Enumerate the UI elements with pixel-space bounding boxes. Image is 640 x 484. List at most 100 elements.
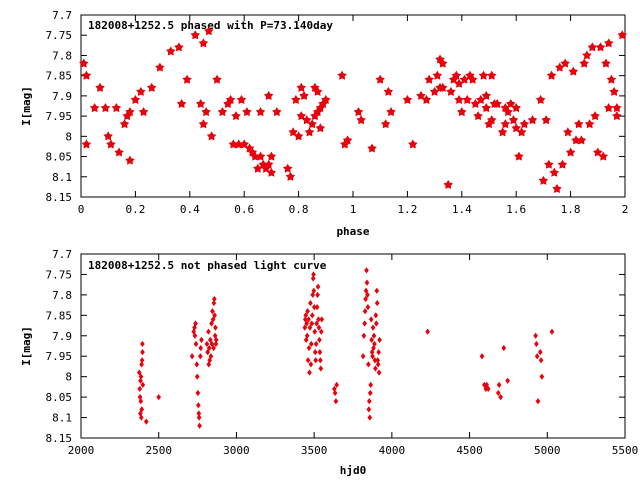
data-point bbox=[194, 361, 200, 368]
data-point bbox=[192, 332, 198, 339]
data-point bbox=[479, 353, 485, 360]
data-point bbox=[376, 349, 381, 356]
data-point bbox=[496, 389, 501, 397]
data-point bbox=[217, 107, 228, 117]
y-tick-label: 8 bbox=[65, 130, 72, 143]
data-point bbox=[557, 159, 568, 169]
data-point bbox=[285, 171, 296, 181]
data-point bbox=[373, 320, 379, 327]
data-point bbox=[143, 418, 149, 425]
data-point bbox=[210, 316, 216, 323]
data-point bbox=[375, 361, 381, 368]
data-point bbox=[198, 344, 204, 352]
data-point bbox=[213, 336, 219, 343]
data-point bbox=[511, 103, 521, 113]
data-point bbox=[366, 406, 372, 413]
data-point bbox=[535, 398, 541, 405]
data-point bbox=[337, 70, 347, 80]
data-point bbox=[568, 66, 579, 76]
data-point bbox=[367, 414, 373, 421]
data-point bbox=[318, 365, 324, 372]
data-point bbox=[546, 70, 557, 80]
data-point bbox=[374, 287, 380, 294]
data-point bbox=[317, 349, 323, 356]
y-tick-label: 8.15 bbox=[46, 432, 73, 445]
data-point bbox=[371, 332, 377, 339]
data-point bbox=[373, 312, 379, 319]
data-point bbox=[206, 131, 217, 141]
data-point bbox=[293, 131, 304, 141]
data-point bbox=[508, 115, 519, 125]
data-point bbox=[386, 107, 396, 117]
data-point bbox=[492, 98, 502, 109]
data-point bbox=[138, 107, 149, 117]
data-point bbox=[533, 332, 538, 339]
data-point bbox=[182, 74, 192, 84]
y-tick-label: 7.8 bbox=[52, 289, 72, 302]
data-point bbox=[371, 344, 376, 352]
data-point bbox=[89, 103, 100, 113]
data-point bbox=[311, 271, 316, 278]
data-point bbox=[438, 82, 448, 92]
data-point bbox=[315, 291, 320, 298]
data-point bbox=[497, 127, 508, 137]
data-point bbox=[365, 291, 370, 298]
data-point bbox=[372, 340, 377, 348]
data-point bbox=[204, 26, 214, 36]
data-point bbox=[209, 320, 214, 327]
data-point bbox=[565, 147, 576, 157]
data-point bbox=[590, 111, 600, 121]
data-point bbox=[239, 139, 249, 149]
data-point bbox=[316, 324, 322, 331]
x-axis-label: hjd0 bbox=[340, 464, 367, 477]
data-point bbox=[191, 328, 197, 335]
y-tick-label: 7.75 bbox=[46, 29, 73, 42]
data-point bbox=[380, 119, 391, 129]
data-point bbox=[304, 127, 315, 137]
data-point bbox=[146, 82, 157, 92]
data-point bbox=[310, 275, 316, 282]
data-point bbox=[598, 151, 608, 161]
y-tick-label: 7.8 bbox=[52, 49, 72, 62]
data-point bbox=[242, 107, 252, 117]
x-tick-label: 1.8 bbox=[561, 203, 581, 216]
data-point bbox=[538, 175, 549, 185]
data-point bbox=[514, 151, 524, 161]
data-point bbox=[375, 74, 385, 84]
data-point bbox=[304, 320, 310, 327]
data-point bbox=[304, 332, 310, 339]
y-tick-label: 7.95 bbox=[46, 350, 73, 363]
y-tick-label: 7.7 bbox=[52, 248, 72, 261]
data-point bbox=[282, 163, 293, 173]
x-tick-label: 1.4 bbox=[452, 203, 472, 216]
data-point bbox=[318, 357, 323, 364]
data-point bbox=[612, 111, 622, 121]
data-point bbox=[111, 103, 122, 113]
data-point bbox=[537, 349, 543, 356]
data-point bbox=[617, 30, 628, 40]
data-point bbox=[225, 94, 236, 104]
data-point bbox=[473, 111, 483, 121]
data-point bbox=[208, 353, 214, 360]
data-point bbox=[190, 30, 200, 40]
data-point bbox=[451, 70, 462, 80]
data-point bbox=[481, 90, 492, 100]
data-point bbox=[363, 295, 368, 303]
data-point bbox=[319, 316, 325, 323]
data-point bbox=[501, 344, 507, 352]
y-tick-label: 8 bbox=[65, 371, 72, 384]
data-point bbox=[100, 103, 111, 113]
data-point bbox=[196, 402, 201, 409]
data-point bbox=[156, 394, 162, 401]
data-point bbox=[174, 42, 184, 52]
data-point bbox=[366, 361, 371, 368]
data-point bbox=[505, 377, 510, 384]
data-point bbox=[209, 340, 215, 348]
data-point bbox=[364, 279, 370, 286]
x-tick-label: 0.2 bbox=[125, 203, 145, 216]
data-point bbox=[506, 98, 516, 109]
data-point bbox=[364, 267, 369, 274]
data-point bbox=[139, 357, 145, 364]
data-point bbox=[138, 398, 144, 405]
